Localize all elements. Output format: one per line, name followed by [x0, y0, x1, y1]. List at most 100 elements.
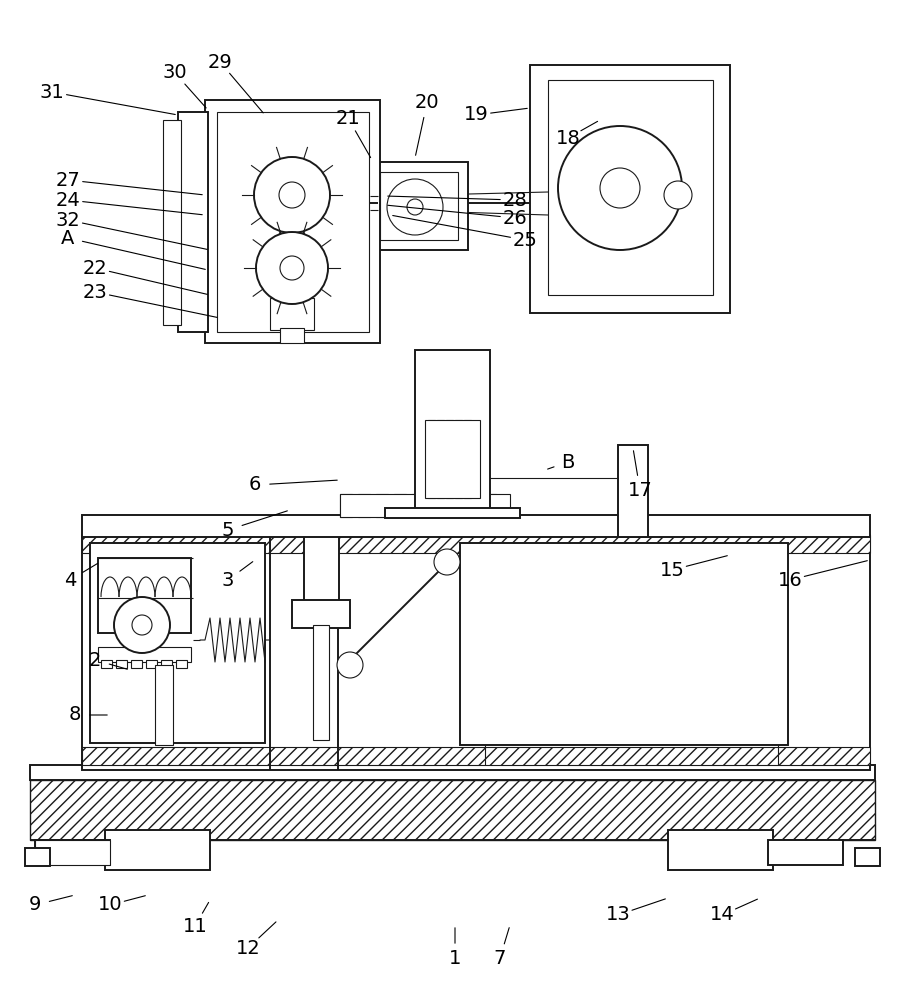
Bar: [178, 112, 208, 332]
Circle shape: [254, 157, 330, 233]
Bar: [548, 80, 713, 295]
Text: 28: 28: [503, 190, 527, 210]
Text: 31: 31: [40, 83, 65, 102]
Text: 10: 10: [97, 896, 123, 914]
Text: 6: 6: [249, 476, 261, 494]
Text: 14: 14: [710, 906, 734, 924]
Circle shape: [114, 597, 170, 653]
Bar: [35, 840, 110, 865]
Bar: [466, 494, 478, 517]
Text: 1: 1: [449, 948, 461, 968]
Bar: [370, 162, 468, 250]
Bar: [304, 535, 339, 605]
Bar: [116, 660, 127, 668]
Bar: [668, 830, 773, 870]
Text: 21: 21: [335, 108, 360, 127]
Circle shape: [600, 168, 640, 208]
Bar: [131, 660, 142, 668]
Bar: [205, 100, 380, 343]
Bar: [163, 120, 181, 325]
Circle shape: [279, 182, 305, 208]
Bar: [385, 508, 520, 518]
Circle shape: [558, 126, 682, 250]
Bar: [280, 328, 304, 343]
Bar: [155, 665, 173, 745]
Text: 17: 17: [627, 481, 653, 499]
Text: 16: 16: [777, 570, 803, 589]
Bar: [394, 494, 406, 517]
Text: 29: 29: [207, 52, 233, 72]
Bar: [460, 543, 788, 745]
Bar: [415, 350, 490, 517]
Bar: [25, 848, 50, 866]
Text: 12: 12: [235, 938, 260, 958]
Text: 9: 9: [29, 896, 41, 914]
Bar: [98, 558, 191, 633]
Bar: [165, 753, 230, 768]
Bar: [484, 494, 496, 517]
Bar: [176, 660, 187, 668]
Text: 18: 18: [555, 128, 580, 147]
Text: 32: 32: [55, 211, 80, 230]
Text: 26: 26: [503, 209, 527, 228]
Text: 15: 15: [660, 560, 684, 580]
Bar: [437, 420, 444, 498]
Bar: [90, 543, 265, 743]
Text: A: A: [61, 229, 75, 247]
Bar: [82, 515, 870, 537]
Bar: [146, 660, 157, 668]
Bar: [82, 535, 870, 553]
Text: 20: 20: [415, 94, 439, 112]
Bar: [82, 535, 870, 770]
Bar: [428, 420, 435, 498]
Bar: [430, 494, 442, 517]
Bar: [855, 848, 880, 866]
Text: 3: 3: [222, 570, 235, 589]
Text: 24: 24: [55, 190, 80, 210]
Text: 30: 30: [163, 64, 187, 83]
Text: 27: 27: [55, 170, 80, 190]
Bar: [101, 660, 112, 668]
Bar: [618, 445, 648, 537]
Circle shape: [280, 256, 304, 280]
Text: 4: 4: [64, 570, 76, 589]
Text: 19: 19: [464, 105, 488, 124]
Bar: [448, 494, 460, 517]
Circle shape: [407, 199, 423, 215]
Bar: [464, 420, 471, 498]
Bar: [292, 600, 350, 628]
Bar: [376, 494, 388, 517]
Bar: [270, 298, 314, 330]
Bar: [35, 840, 110, 865]
Circle shape: [337, 652, 363, 678]
Text: 5: 5: [222, 520, 235, 540]
Bar: [425, 420, 480, 498]
Text: 25: 25: [513, 231, 537, 249]
Bar: [105, 830, 210, 870]
Circle shape: [664, 181, 692, 209]
Text: B: B: [562, 452, 574, 472]
Bar: [98, 647, 191, 662]
Bar: [446, 420, 453, 498]
Circle shape: [434, 549, 460, 575]
Bar: [530, 65, 730, 313]
Bar: [455, 420, 462, 498]
Text: 8: 8: [69, 706, 81, 724]
Bar: [30, 780, 875, 840]
Circle shape: [387, 179, 443, 235]
Bar: [30, 765, 875, 780]
Text: 23: 23: [83, 282, 107, 302]
Text: 11: 11: [183, 916, 207, 936]
Bar: [217, 112, 369, 332]
Bar: [768, 840, 843, 865]
Bar: [313, 625, 329, 740]
Text: 22: 22: [83, 258, 107, 277]
Circle shape: [132, 615, 152, 635]
Text: 2: 2: [89, 650, 101, 670]
Bar: [380, 172, 458, 240]
Bar: [161, 660, 172, 668]
Bar: [82, 747, 870, 765]
Bar: [340, 494, 352, 517]
Circle shape: [256, 232, 328, 304]
Bar: [628, 753, 693, 768]
